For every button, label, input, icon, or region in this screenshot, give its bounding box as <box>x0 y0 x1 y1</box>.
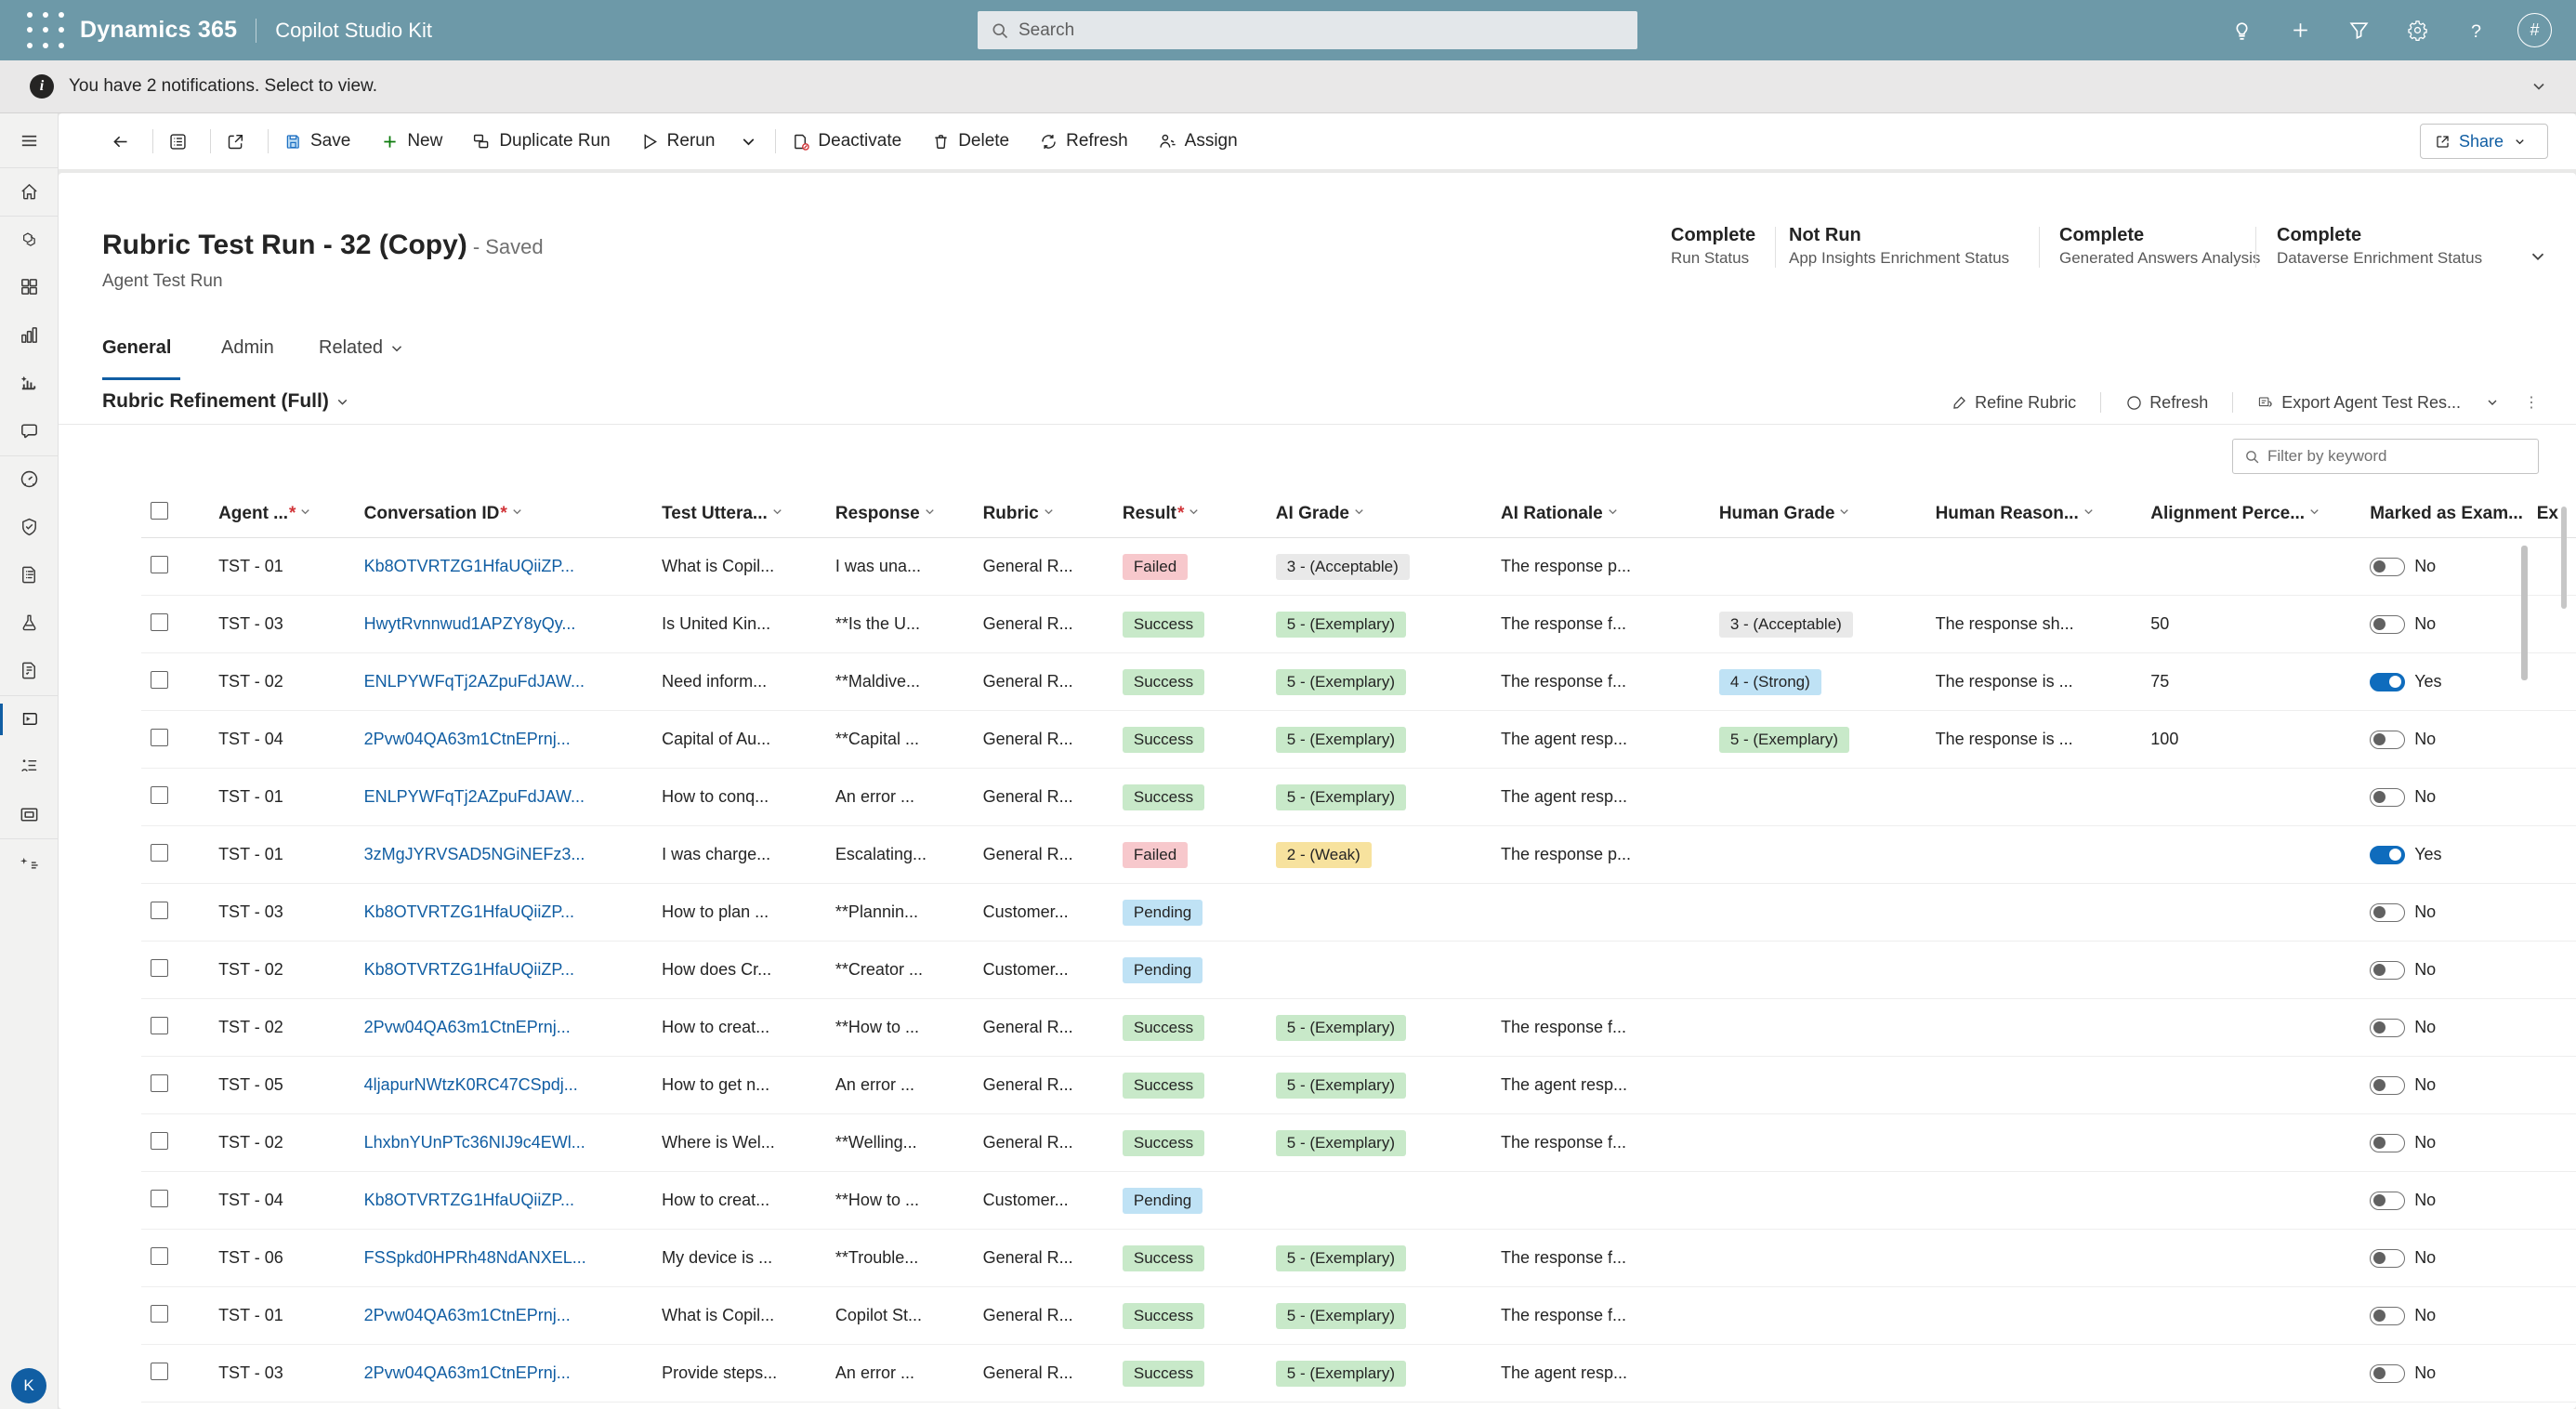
svg-text:?: ? <box>2471 21 2481 42</box>
